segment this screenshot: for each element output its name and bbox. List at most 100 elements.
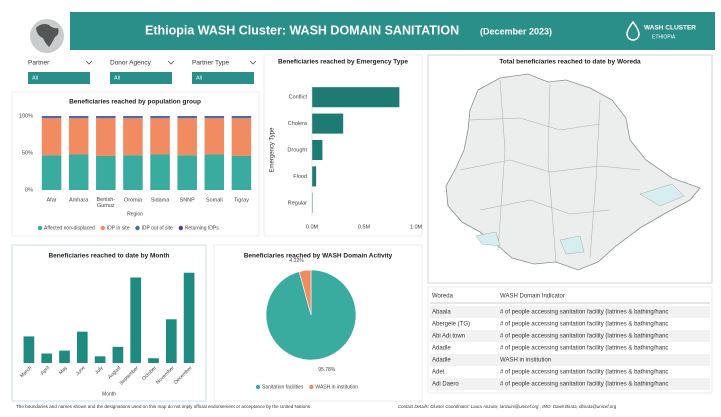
bar <box>130 277 142 363</box>
bar-segment <box>204 154 225 190</box>
bar-segment <box>123 116 143 119</box>
legend-label: Returning IDPs <box>185 225 219 231</box>
bar-segment <box>150 118 170 155</box>
table-row-bg <box>430 354 710 366</box>
table-row-bg <box>430 330 710 342</box>
bar-segment <box>231 118 252 156</box>
filter-dropdown[interactable] <box>28 72 90 84</box>
chart-title: Beneficiaries reached to date by Month <box>48 253 169 260</box>
logo-text: WASH CLUSTER <box>644 25 696 32</box>
bar <box>23 336 35 363</box>
bar-segment <box>177 118 197 156</box>
bar <box>312 139 323 161</box>
x-tick-label: May <box>58 365 69 376</box>
bar-segment <box>177 155 197 190</box>
x-tick-label: SNNP <box>180 197 196 203</box>
x-tick-label: July <box>94 365 105 376</box>
bar-segment <box>123 118 143 156</box>
bar-segment <box>177 116 197 119</box>
bar-segment <box>41 116 62 117</box>
header-bar <box>70 12 715 50</box>
map-title: Total beneficiaries reached to date by W… <box>499 59 641 66</box>
legend-swatch <box>309 384 314 390</box>
bar-segment <box>150 116 170 117</box>
table-cell: Adi Daero <box>432 382 459 388</box>
table-cell: Abaala <box>432 310 451 316</box>
panel <box>427 286 713 394</box>
panel <box>11 244 207 402</box>
x-tick-label: Somali <box>206 197 223 203</box>
bar-segment <box>41 118 62 156</box>
header-title: Ethiopia WASH Cluster: WASH DOMAIN SANIT… <box>145 23 459 37</box>
y-tick-label: Cholera <box>288 121 308 127</box>
bar-segment <box>41 155 62 190</box>
filter-label: Donor Agency <box>110 60 152 67</box>
panel <box>213 244 423 402</box>
x-tick-label: April <box>40 365 51 376</box>
legend-swatch <box>37 225 43 231</box>
filter-dropdown[interactable] <box>192 72 254 84</box>
table-cell: # of people accessing sanitation facilit… <box>500 370 668 376</box>
footer-disclaimer: The boundaries and names shown and the d… <box>16 404 311 409</box>
pie-slice <box>298 269 312 316</box>
legend-label: WASH in institution <box>315 384 358 390</box>
x-tick-label: Amhara <box>69 197 89 203</box>
y-tick-label: 50% <box>22 150 33 156</box>
bar-segment <box>150 154 170 190</box>
map <box>445 73 701 271</box>
bar-segment <box>150 116 170 119</box>
x-axis-label: Month <box>102 391 116 397</box>
bar <box>59 350 70 363</box>
bar-segment <box>123 116 143 117</box>
x-tick-label: 1.0M <box>410 224 423 230</box>
bar-segment <box>177 116 197 117</box>
x-tick-label: Tigray <box>234 197 249 203</box>
bar-segment <box>68 116 89 119</box>
panel <box>11 91 260 237</box>
bar <box>183 272 195 363</box>
table-cell: Abergele (TG) <box>432 322 470 328</box>
map-region <box>475 183 685 255</box>
globe-land <box>36 24 59 47</box>
y-tick-label: 0% <box>25 187 33 193</box>
x-tick-label: 0.0M <box>306 224 319 230</box>
y-tick-label: Regular <box>288 200 307 206</box>
bar <box>148 358 159 363</box>
bar <box>312 87 400 108</box>
bar-segment <box>204 116 225 119</box>
bar-segment <box>204 116 225 117</box>
table-cell: WASH in institution <box>500 358 551 364</box>
chart-title: Beneficiaries reached by WASH Domain Act… <box>244 253 393 260</box>
legend-swatch <box>100 225 105 231</box>
filter-chevron <box>167 60 175 65</box>
legend-swatch <box>135 225 140 231</box>
bar <box>312 192 313 213</box>
table-cell: # of people accessing sanitation facilit… <box>500 334 668 340</box>
bar-segment <box>231 116 252 117</box>
filter-value: All <box>32 75 38 81</box>
bar-segment <box>231 155 252 190</box>
table-cell: # of people accessing sanitation facilit… <box>500 310 668 316</box>
footer-contact: Contact Details: Cluster Coordinator: La… <box>398 404 617 409</box>
header-date: (December 2023) <box>480 26 552 36</box>
legend-label: Sanitation facilities <box>262 384 304 390</box>
filter-value: All <box>114 75 120 81</box>
filter-chevron <box>249 60 257 65</box>
bar-segment <box>96 155 116 190</box>
bar <box>312 166 317 187</box>
table-cell: # of people accessing sanitation facilit… <box>500 322 668 328</box>
filter-dropdown[interactable] <box>110 72 172 84</box>
table-cell: Adadle <box>432 346 451 352</box>
bar-segment <box>204 118 225 155</box>
logo-icon <box>626 20 640 41</box>
legend-swatch <box>178 225 184 231</box>
panel <box>263 54 423 237</box>
table-row-bg <box>430 306 710 318</box>
map-borders <box>459 79 641 263</box>
y-tick-label: Drought <box>287 147 307 153</box>
data-label: 4.22% <box>290 258 305 264</box>
x-tick-label: Benish-Gumuz <box>96 197 115 209</box>
map-country <box>445 73 701 271</box>
chart-title: Beneficiaries reached by population grou… <box>69 99 201 106</box>
legend-label: Affected non-displaced <box>44 225 95 231</box>
